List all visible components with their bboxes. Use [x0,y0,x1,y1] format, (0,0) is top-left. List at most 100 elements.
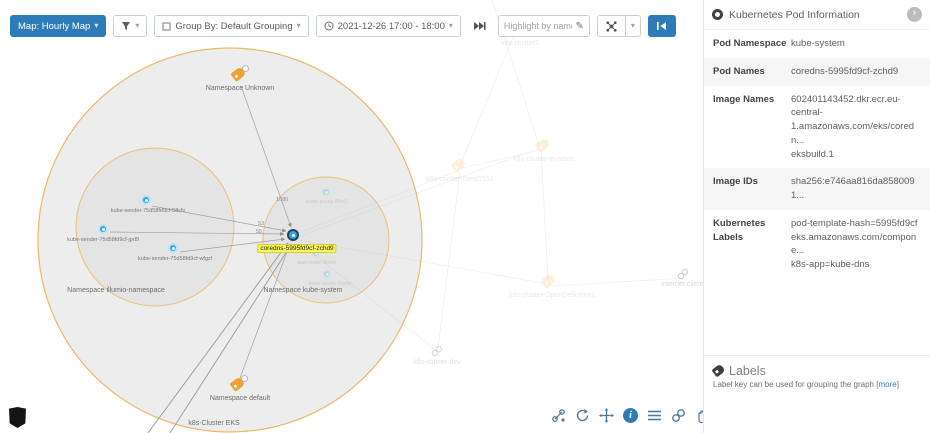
layout-graph-icon[interactable] [551,408,566,423]
row-value: sha256:e746aa816da8580091... [791,176,915,202]
pod-label: kube-proxy-2ndqt [308,281,352,287]
pod-node-faded[interactable] [322,269,332,279]
selected-pod-node[interactable] [287,229,299,241]
background-edges [295,0,687,353]
pod-label: kube-sender-75d58fd9cf-wfgzl [138,256,212,262]
time-range-label: 2021-12-26 17:00 - 18:00 [337,20,445,32]
time-range-dropdown[interactable]: 2021-12-26 17:00 - 18:00 ▾ [315,15,461,37]
ghost-cluster-label: k8s-cluster-OpenDefinitions [509,292,595,299]
step-forward-button[interactable] [468,15,491,37]
step-forward-icon [473,22,486,30]
map-type-dropdown[interactable]: Map: Hourly Map ▾ [10,15,107,37]
traffic-edges[interactable] [109,85,292,433]
node-cluster-icon [606,20,617,32]
map-graph-svg [37,0,687,433]
chevron-down-icon: ▾ [630,21,635,30]
pod-info-panel: Kubernetes Pod Information › Pod Namespa… [703,0,930,433]
label-tag-icon [711,364,726,378]
clock-icon [324,21,334,31]
labels-section: Labels Label key can be used for groupin… [704,356,930,397]
panel-header: Kubernetes Pod Information › [704,0,930,30]
edge-port-label: 53 [258,221,265,227]
labels-section-title: Labels [729,363,766,378]
ghost-cluster-label: k8s-cluster2 [501,40,539,47]
cluster-label[interactable]: k8s-Cluster EKS [188,420,240,427]
labels-section-description: Label key can be used for grouping the g… [713,379,875,389]
layout-options-dropdown[interactable]: ▾ [625,15,641,37]
highlight-input[interactable] [503,21,572,31]
row-label: Kubernetes Labels [713,217,766,243]
pod-label: kube-sender-75d58fd9cf-jpr8l [67,237,139,243]
highlight-search-box: ✎ [497,15,590,37]
chevron-down-icon: ▾ [296,21,301,30]
tag-badge-icon [242,65,249,72]
pod-node[interactable] [141,195,151,205]
row-label: Pod Namespace [713,38,787,49]
row-label: Image Names [713,93,775,105]
legend-list-icon[interactable] [647,409,662,422]
pod-node[interactable] [168,243,178,253]
row-label: Pod Names [713,65,765,77]
collapse-panel-button[interactable] [647,15,676,37]
pod-node[interactable] [98,224,108,234]
collapse-left-icon [656,22,666,30]
pod-label: kube-sender-75d58fd9cf-58cfv [110,208,186,214]
more-link[interactable]: [more] [876,379,899,389]
group-by-label: Group By: Default Grouping [175,20,293,32]
row-value: 602401143452.dkr.ecr.eu- central- 1.amaz… [791,93,915,160]
pod-label: aws-node-8kfdn [297,260,337,266]
filter-icon [122,22,131,30]
expand-nodes-button[interactable] [596,15,626,37]
ghost-node-label: internet clients [661,281,703,288]
panel-title: Kubernetes Pod Information [729,8,860,21]
layout-split-button: ▾ [596,15,641,37]
pod-icon [712,9,723,20]
map-view-tools: i [551,408,703,423]
refresh-icon[interactable] [575,408,590,423]
pan-hand-icon[interactable] [695,408,703,423]
panel-divider [704,354,930,356]
namespace-right-label[interactable]: Namespace kube-system [263,287,343,294]
map-toolbar: Map: Hourly Map ▾ ▾ Group By: Default Gr… [10,15,676,37]
ghost-cluster-label: k8s-cluster-in-azure [513,156,575,163]
chevron-down-icon: ▾ [135,21,140,30]
info-row-image-ids: Image IDs sha256:e746aa816da8580091... [704,168,930,210]
ghost-cluster-label: k8s-cluster-0and1551 [426,176,494,183]
edge-port-label: 1080 [276,197,289,203]
move-icon[interactable] [599,408,614,423]
info-row-kubernetes-labels: Kubernetes Labels pod-template-hash=5995… [704,210,930,279]
grouping-icon [162,21,171,31]
info-icon[interactable]: i [623,408,638,423]
map-canvas[interactable]: Map: Hourly Map ▾ ▾ Group By: Default Gr… [0,0,703,433]
link-icon[interactable] [671,408,686,423]
link-icon [677,268,689,280]
group-by-dropdown[interactable]: Group By: Default Grouping ▾ [154,15,309,37]
link-icon [431,345,443,357]
namespace-left-label[interactable]: Namespace illumio-namespace [67,287,165,294]
info-row-pod-names: Pod Names coredns-5995fd9cf-zchd9 [704,57,930,86]
selected-pod-label[interactable]: coredns-5995fd9cf-zchd9 [257,244,337,253]
map-type-label: Map: Hourly Map [18,20,91,32]
filter-dropdown[interactable]: ▾ [113,15,148,37]
row-value: kube-system [791,38,845,49]
ghost-node-label: k8s-cluster-dev [413,359,461,366]
chevron-down-icon: ▾ [448,21,453,30]
pod-label: kube-proxy-l5hx2 [305,199,349,205]
namespace-default-label[interactable]: Namespace default [209,395,271,402]
info-row-pod-namespace: Pod Namespace kube-system [704,30,930,58]
collapse-panel-chevron-icon[interactable]: › [907,7,922,22]
row-value: coredns-5995fd9cf-zchd9 [791,65,899,77]
namespace-circle-left[interactable] [75,147,235,307]
chevron-down-icon: ▾ [94,21,99,30]
tag-badge-icon [241,375,248,382]
namespace-circle-right[interactable] [262,176,390,304]
row-value: pod-template-hash=5995fd9cf eks.amazonaw… [791,217,918,271]
row-label: Image IDs [713,176,758,188]
info-row-image-names: Image Names 602401143452.dkr.ecr.eu- cen… [704,86,930,169]
namespace-unknown-label[interactable]: Namespace Unknown [205,85,275,92]
brand-shield-logo [9,407,26,428]
pencil-icon: ✎ [575,20,584,32]
pod-node-faded[interactable] [321,187,331,197]
edge-port-label: 55 [256,229,263,235]
